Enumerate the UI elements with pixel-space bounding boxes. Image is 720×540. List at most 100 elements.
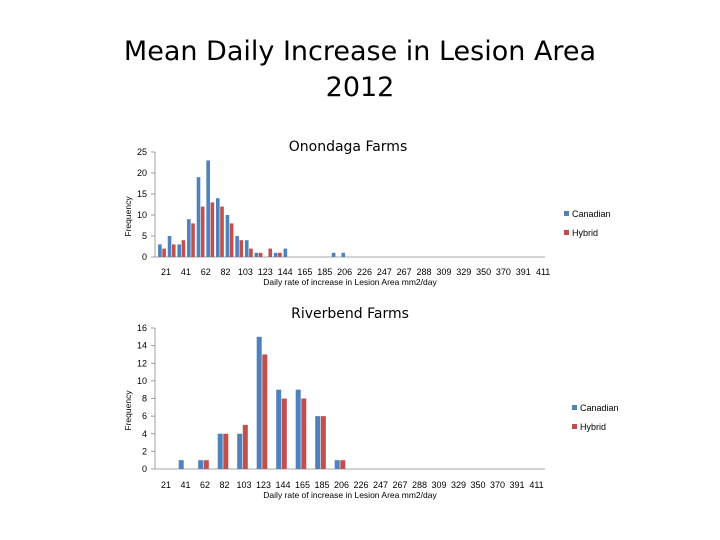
bar-canadian-123: [254, 252, 259, 257]
bar-canadian-165: [295, 389, 301, 469]
bar-canadian-185: [315, 416, 321, 470]
x-tick-label: 226: [353, 480, 368, 490]
x-tick-label: 123: [258, 267, 273, 277]
bar-hybrid-144: [278, 252, 282, 257]
bar-hybrid-51: [191, 223, 195, 257]
y-tick-label: 25: [137, 147, 147, 157]
bar-hybrid-82: [223, 433, 229, 469]
slide-title-line-2: 2012: [325, 72, 395, 103]
x-tick-label: 267: [392, 480, 407, 490]
bar-canadian-206: [331, 252, 336, 257]
y-tick-label: 15: [137, 189, 147, 199]
x-tick-label: 82: [219, 480, 229, 490]
bar-canadian-51: [187, 219, 191, 257]
x-tick-label: 144: [278, 267, 293, 277]
x-tick-label: 82: [221, 267, 231, 277]
x-tick-label: 247: [373, 480, 388, 490]
legend-swatch-canadian: [564, 211, 569, 216]
bar-hybrid-82: [220, 206, 224, 257]
bar-hybrid-103: [239, 240, 244, 257]
bar-canadian-72: [206, 160, 210, 257]
x-tick-label: 103: [236, 480, 251, 490]
bar-hybrid-134: [268, 248, 273, 257]
chart-title-2: Riverbend Farms: [291, 306, 409, 322]
y-axis-label: Frequency: [123, 390, 133, 431]
bar-hybrid-185: [320, 416, 326, 470]
x-tick-label: 288: [417, 267, 432, 277]
bar-canadian-206: [334, 460, 340, 469]
x-axis-label: Daily rate of increase in Lesion Area mm…: [263, 277, 437, 287]
x-tick-label: 206: [337, 267, 352, 277]
x-tick-label: 309: [436, 267, 451, 277]
y-tick-label: 10: [137, 376, 147, 386]
legend-label-canadian: Canadian: [572, 209, 611, 219]
x-tick-label: 62: [200, 480, 210, 490]
y-tick-label: 0: [142, 464, 147, 474]
bar-canadian-82: [217, 433, 223, 469]
x-tick-label: 144: [275, 480, 290, 490]
x-tick-label: 41: [181, 267, 191, 277]
bar-canadian-21: [158, 244, 162, 257]
bar-canadian-62: [198, 460, 204, 469]
bar-hybrid-93: [229, 223, 234, 257]
bar-canadian-154: [283, 248, 288, 257]
y-tick-label: 2: [142, 446, 147, 456]
x-tick-label: 21: [161, 480, 171, 490]
y-tick-label: 12: [137, 358, 147, 368]
x-tick-label: 391: [509, 480, 524, 490]
bar-canadian-41: [178, 460, 184, 469]
bar-canadian-103: [235, 236, 239, 257]
bar-hybrid-165: [301, 398, 307, 469]
bar-canadian-93: [225, 215, 230, 257]
bar-hybrid-103: [242, 424, 248, 469]
bar-canadian-41: [177, 244, 181, 257]
x-tick-label: 185: [314, 480, 329, 490]
x-tick-label: 165: [297, 267, 312, 277]
bar-hybrid-123: [262, 354, 268, 469]
x-tick-label: 41: [180, 480, 190, 490]
x-tick-label: 329: [456, 267, 471, 277]
slide-title-line-1: Mean Daily Increase in Lesion Area: [123, 36, 597, 67]
x-tick-label: 350: [476, 267, 491, 277]
bar-canadian-82: [216, 198, 220, 257]
bar-hybrid-72: [210, 202, 215, 257]
legend-label-hybrid: Hybrid: [572, 228, 598, 238]
bar-hybrid-113: [249, 248, 253, 257]
x-tick-label: 267: [397, 267, 412, 277]
x-tick-label: 123: [256, 480, 271, 490]
x-tick-label: 226: [357, 267, 372, 277]
bar-hybrid-62: [200, 206, 205, 257]
bar-canadian-123: [256, 336, 262, 469]
y-tick-label: 20: [137, 168, 147, 178]
legend-swatch-hybrid: [564, 230, 569, 235]
y-tick-label: 10: [137, 210, 147, 220]
x-tick-label: 62: [201, 267, 211, 277]
x-tick-label: 370: [490, 480, 505, 490]
legend-label-hybrid: Hybrid: [580, 422, 606, 432]
y-axis-label: Frequency: [123, 196, 133, 237]
legend-label-canadian: Canadian: [580, 403, 619, 413]
bar-hybrid-144: [281, 398, 287, 469]
bar-canadian-62: [196, 177, 201, 257]
x-tick-label: 329: [451, 480, 466, 490]
bar-canadian-144: [273, 252, 278, 257]
y-tick-label: 0: [142, 252, 147, 262]
x-axis-label: Daily rate of increase in Lesion Area mm…: [263, 490, 437, 500]
y-tick-label: 8: [142, 394, 147, 404]
x-tick-label: 411: [536, 267, 550, 277]
x-tick-label: 288: [412, 480, 427, 490]
legend-swatch-canadian: [572, 405, 577, 410]
y-tick-label: 5: [142, 231, 147, 241]
chart-title-1: Onondaga Farms: [289, 139, 408, 155]
y-tick-label: 16: [137, 323, 147, 333]
bar-canadian-113: [244, 240, 249, 257]
y-tick-label: 6: [142, 411, 147, 421]
bar-canadian-103: [237, 433, 243, 469]
x-tick-label: 185: [317, 267, 332, 277]
bar-hybrid-62: [203, 460, 209, 469]
bar-hybrid-41: [181, 240, 186, 257]
bar-hybrid-123: [258, 252, 263, 257]
bar-canadian-216: [341, 252, 346, 257]
x-tick-label: 247: [377, 267, 392, 277]
